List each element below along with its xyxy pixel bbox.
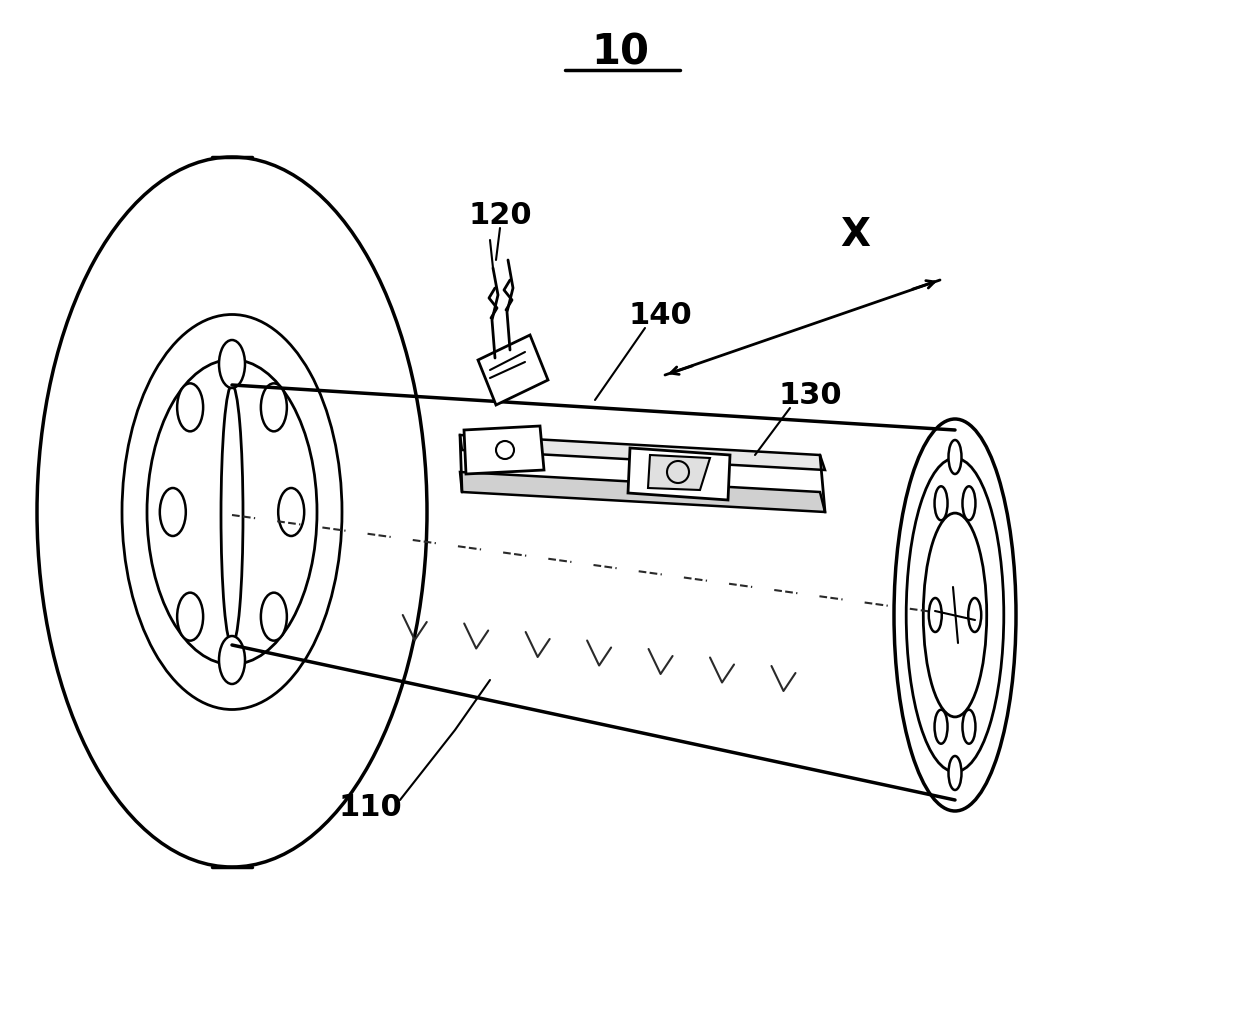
Ellipse shape bbox=[160, 488, 186, 536]
Ellipse shape bbox=[962, 487, 976, 520]
Ellipse shape bbox=[949, 756, 961, 790]
Ellipse shape bbox=[37, 157, 427, 867]
Ellipse shape bbox=[935, 487, 947, 520]
Ellipse shape bbox=[219, 340, 246, 388]
Ellipse shape bbox=[122, 314, 342, 710]
Ellipse shape bbox=[935, 710, 947, 743]
Ellipse shape bbox=[260, 383, 286, 431]
Ellipse shape bbox=[260, 592, 286, 641]
Text: 120: 120 bbox=[469, 201, 532, 229]
Text: 130: 130 bbox=[779, 380, 842, 410]
Text: 10: 10 bbox=[591, 31, 649, 73]
Ellipse shape bbox=[221, 385, 243, 645]
Ellipse shape bbox=[968, 598, 981, 632]
Ellipse shape bbox=[929, 598, 941, 632]
Polygon shape bbox=[649, 455, 711, 490]
Ellipse shape bbox=[278, 488, 304, 536]
Ellipse shape bbox=[924, 513, 987, 717]
Ellipse shape bbox=[906, 458, 1004, 772]
Text: 140: 140 bbox=[629, 300, 692, 330]
Polygon shape bbox=[477, 335, 548, 405]
Text: X: X bbox=[839, 216, 870, 254]
Polygon shape bbox=[460, 435, 825, 470]
Ellipse shape bbox=[177, 592, 203, 641]
Text: 110: 110 bbox=[339, 794, 402, 822]
Ellipse shape bbox=[177, 383, 203, 431]
Ellipse shape bbox=[949, 440, 961, 474]
Polygon shape bbox=[232, 385, 955, 800]
Polygon shape bbox=[464, 426, 544, 474]
Ellipse shape bbox=[962, 710, 976, 743]
Ellipse shape bbox=[894, 419, 1016, 811]
Ellipse shape bbox=[219, 636, 246, 684]
Ellipse shape bbox=[148, 360, 317, 664]
Polygon shape bbox=[460, 472, 825, 512]
Polygon shape bbox=[627, 448, 730, 500]
